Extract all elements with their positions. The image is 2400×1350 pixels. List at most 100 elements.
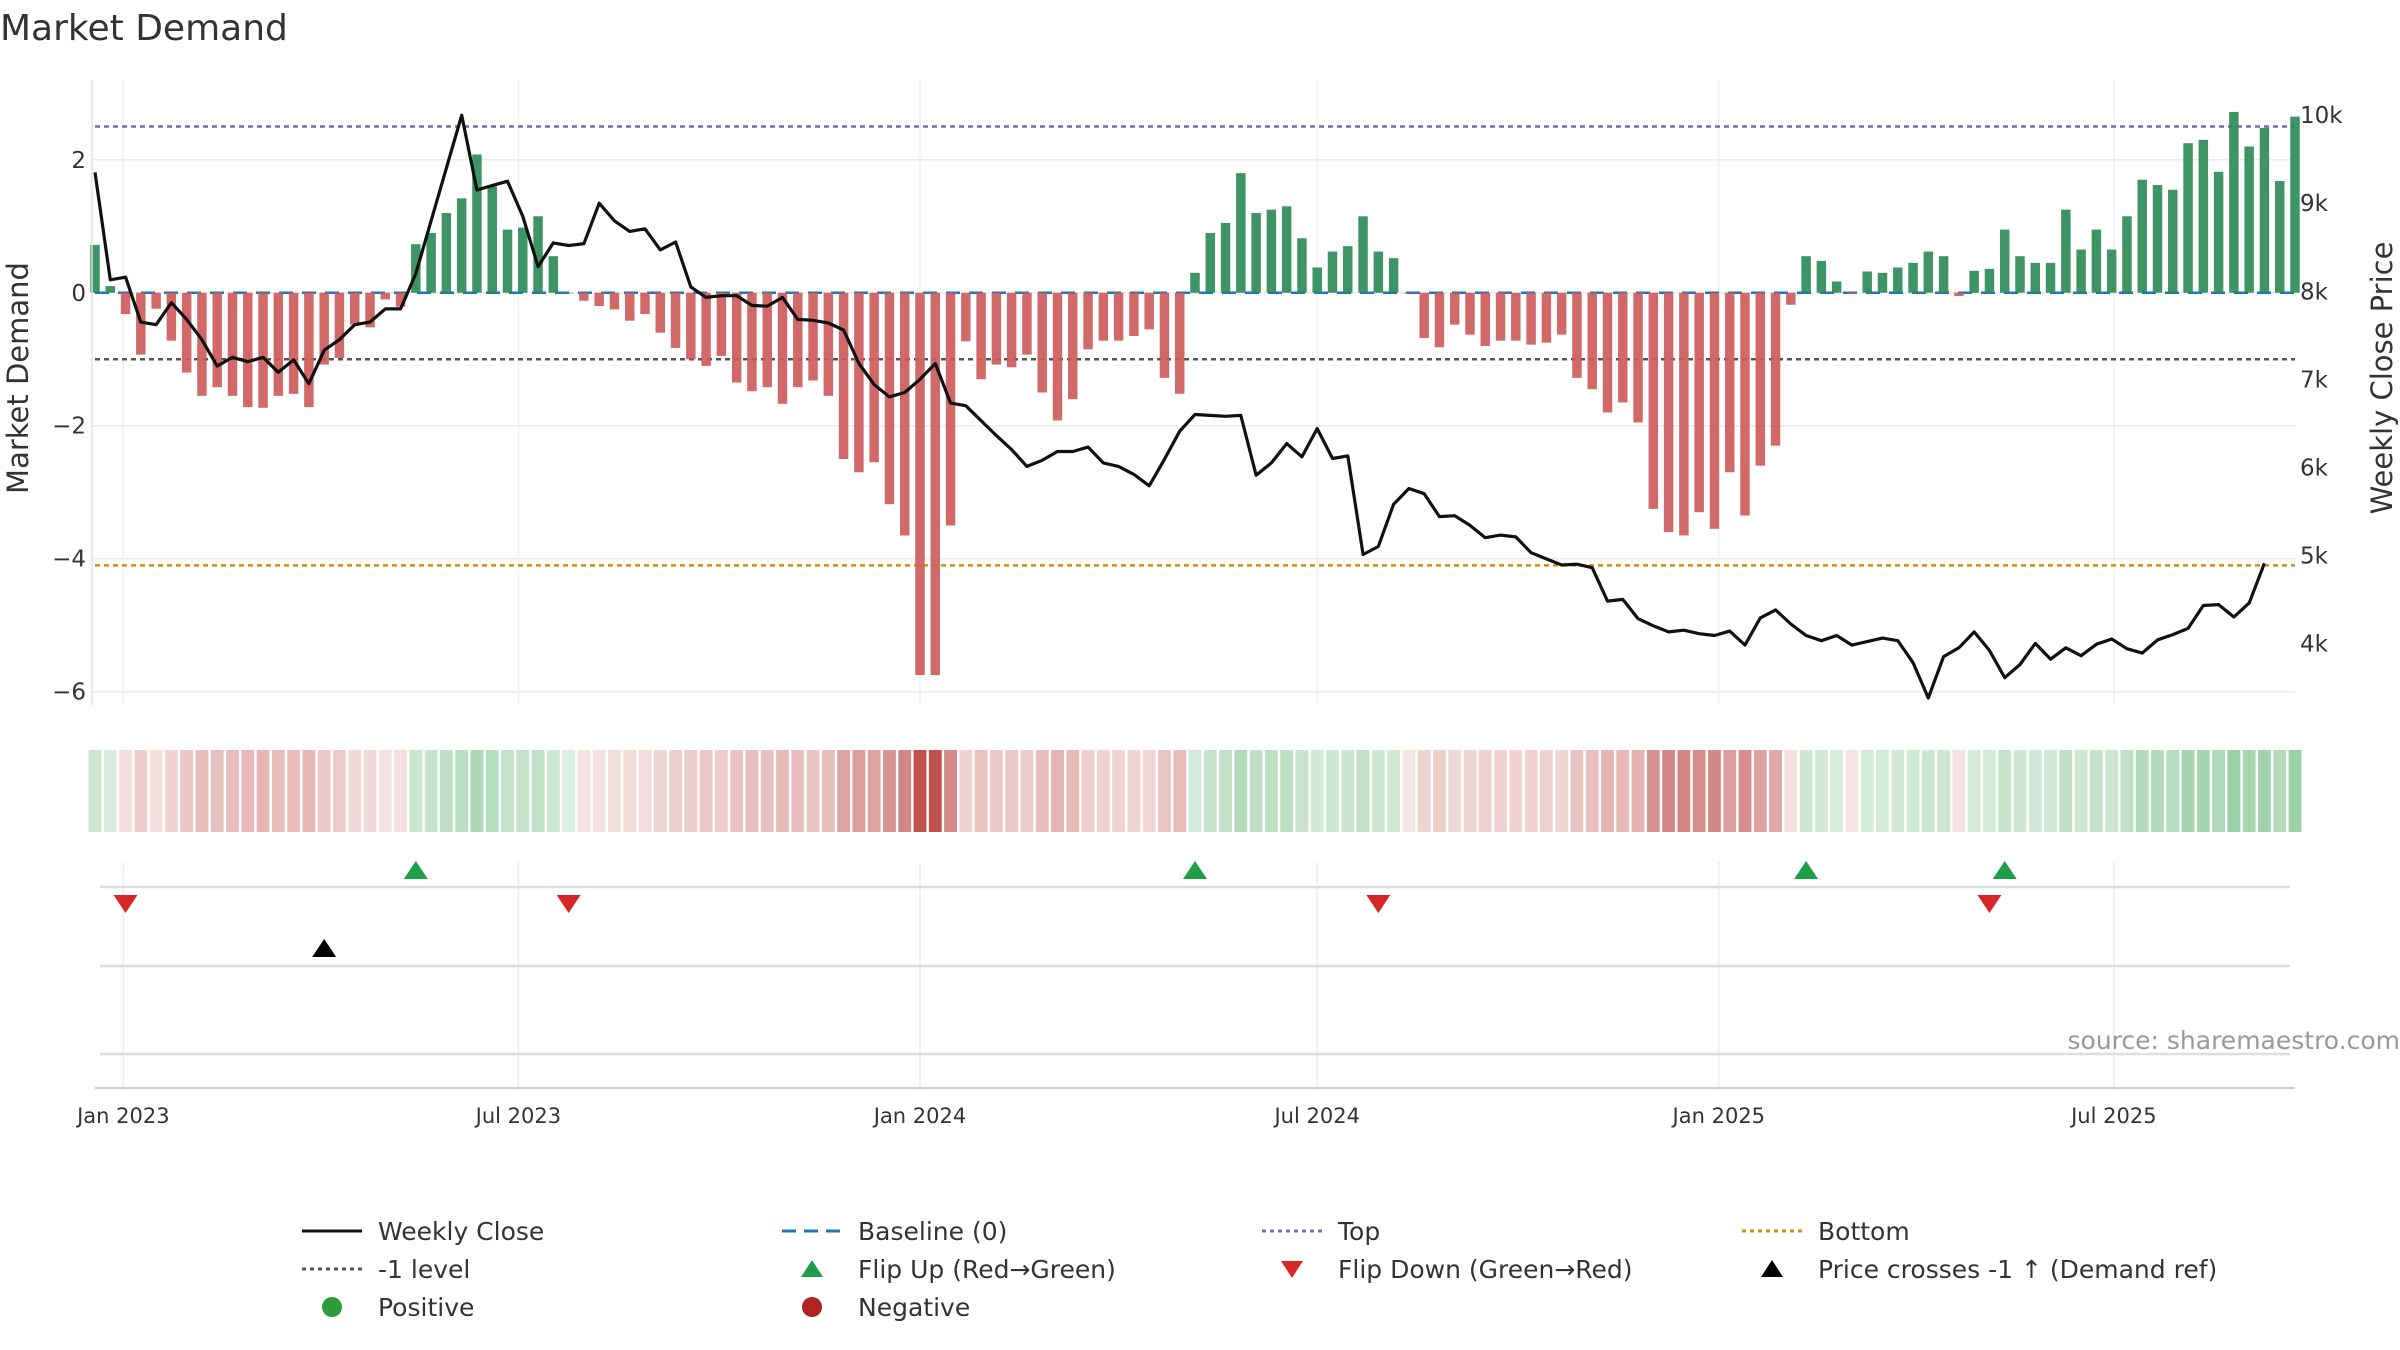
demand-bar	[2030, 262, 2041, 293]
y-tick-label: 2	[71, 148, 86, 174]
strength-cell	[210, 750, 224, 832]
demand-bar	[854, 292, 864, 473]
demand-bar	[2183, 143, 2193, 293]
strength-cell	[1280, 750, 1294, 832]
strength-cell	[501, 750, 514, 832]
demand-bar	[2091, 229, 2102, 293]
strength-cell	[1906, 750, 1920, 832]
strength-cell	[989, 750, 1003, 832]
x-tick-label: Jan 2024	[872, 1104, 967, 1128]
strength-cell	[1601, 750, 1614, 832]
strength-cell	[1967, 750, 1981, 832]
strength-cell	[317, 750, 331, 832]
y-tick-label: −4	[52, 547, 86, 573]
demand-bar	[945, 292, 956, 526]
demand-bar	[1449, 292, 1460, 325]
strength-cell	[409, 750, 423, 832]
flip-up-marker	[1794, 861, 1819, 879]
strength-cell	[1264, 750, 1278, 832]
strength-cell	[852, 750, 866, 832]
demand-bar	[2168, 189, 2178, 293]
demand-bar	[533, 216, 543, 293]
strength-cell	[180, 750, 194, 832]
strength-cell	[669, 750, 682, 832]
demand-bar	[487, 186, 497, 293]
demand-bar	[1022, 292, 1032, 355]
strength-cell	[2044, 750, 2057, 832]
strength-cell	[2196, 750, 2210, 832]
weekly-close-line	[93, 113, 2266, 700]
strength-cell	[2089, 750, 2103, 832]
strength-cell	[287, 750, 301, 832]
strength-cell	[2166, 750, 2180, 832]
strength-cell	[623, 750, 637, 832]
demand-bar	[594, 292, 604, 307]
legend-item: Top	[1260, 1212, 1380, 1250]
strength-cell	[2120, 750, 2134, 832]
demand-bar	[1893, 267, 1903, 293]
strength-cell	[1784, 750, 1798, 832]
demand-bar	[2213, 171, 2224, 293]
strength-cell	[333, 750, 346, 832]
demand-bar	[640, 292, 650, 315]
demand-bar	[1938, 256, 1949, 293]
demand-bar	[472, 154, 482, 293]
demand-bar	[1037, 292, 1047, 393]
demand-bar	[2259, 127, 2270, 293]
demand-bar	[1495, 292, 1506, 341]
demand-bar	[2229, 111, 2239, 293]
strength-cell	[1891, 750, 1905, 832]
strength-cell	[944, 750, 957, 832]
legend-label: Negative	[858, 1292, 971, 1322]
strength-cell	[1173, 750, 1187, 832]
demand-bar	[976, 292, 986, 380]
strength-cell	[2028, 750, 2042, 832]
strength-cell	[1845, 750, 1859, 832]
legend-label: Positive	[378, 1292, 475, 1322]
demand-bar	[655, 292, 666, 333]
strength-cell	[1738, 750, 1752, 832]
strength-cell	[1341, 750, 1355, 832]
demand-bar	[1969, 270, 1979, 293]
strength-cell	[1295, 750, 1309, 832]
legend-label: -1 level	[378, 1254, 471, 1284]
demand-bar	[579, 292, 589, 301]
demand-bar	[1358, 216, 1368, 293]
demand-bar	[1297, 238, 1307, 293]
demand-bar	[624, 292, 635, 321]
demand-bar	[1801, 256, 1811, 293]
y-tick-label: −2	[52, 414, 86, 440]
strength-cell	[653, 750, 667, 832]
strength-cell	[1020, 750, 1034, 832]
demand-bar	[961, 292, 971, 342]
demand-bar	[1465, 292, 1475, 335]
demand-bar	[777, 292, 788, 404]
strength-cell	[1570, 750, 1584, 832]
y-tick-label: −6	[52, 680, 86, 706]
strength-cell	[1769, 750, 1782, 832]
demand-bar	[243, 292, 253, 408]
strength-cell	[2013, 750, 2027, 832]
demand-bar	[2015, 256, 2025, 293]
demand-bar	[793, 292, 803, 388]
demand-bar	[1312, 267, 1322, 293]
strength-cell	[1723, 750, 1737, 832]
flip-down-marker	[1366, 895, 1391, 913]
flip-up-marker	[1992, 861, 2017, 879]
strength-cell	[1876, 750, 1889, 832]
x-tick-label: Jan 2023	[75, 1104, 170, 1128]
demand-bar	[1816, 260, 1827, 293]
legend-marker-dashed-line	[782, 1229, 842, 1233]
price-cross-marker	[312, 939, 337, 957]
strength-cell	[2273, 750, 2287, 832]
demand-bar	[991, 292, 1002, 365]
strength-cell	[745, 750, 759, 832]
strength-cell	[134, 750, 148, 832]
reference-lines	[95, 125, 2295, 567]
y-axis-label: Market Demand	[1, 262, 35, 494]
strength-cell	[1310, 750, 1324, 832]
flip-down-marker	[556, 895, 581, 913]
legend-label: Top	[1338, 1216, 1381, 1246]
strength-cell	[455, 750, 469, 832]
legend-item: Price crosses -1 ↑ (Demand ref)	[1740, 1250, 2217, 1288]
